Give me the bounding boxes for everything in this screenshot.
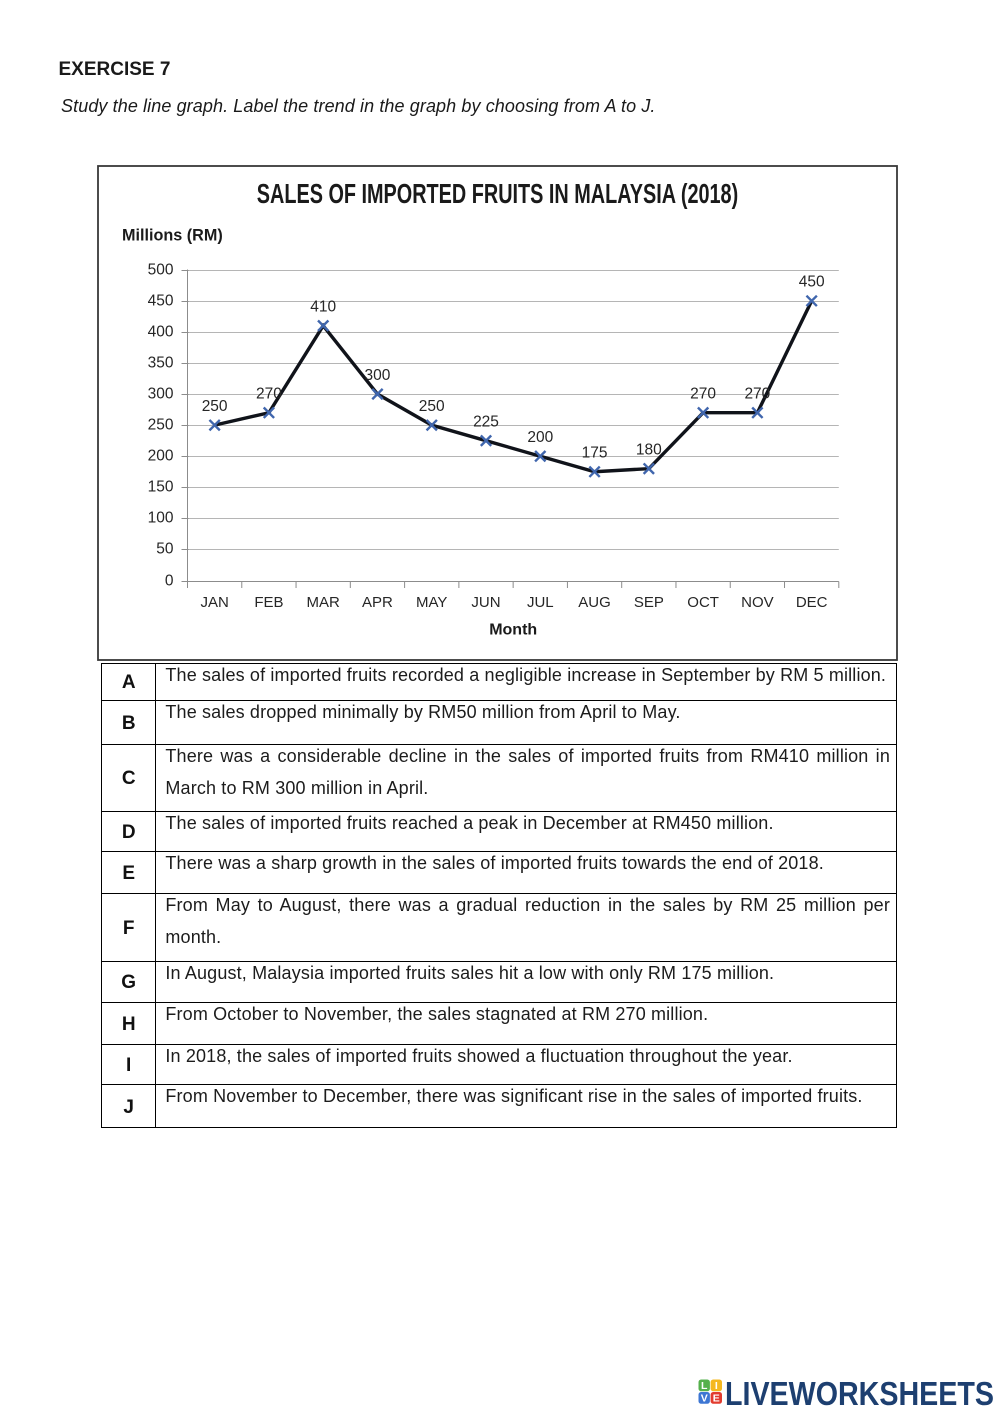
svg-text:300: 300 — [365, 367, 391, 384]
svg-text:350: 350 — [148, 355, 174, 372]
svg-text:MAY: MAY — [416, 594, 447, 611]
svg-text:FEB: FEB — [254, 594, 283, 611]
svg-text:180: 180 — [636, 441, 662, 458]
svg-text:AUG: AUG — [578, 594, 611, 611]
svg-text:100: 100 — [148, 510, 174, 527]
svg-text:200: 200 — [527, 429, 553, 446]
svg-text:OCT: OCT — [687, 594, 719, 611]
svg-text:JAN: JAN — [200, 594, 228, 611]
svg-text:150: 150 — [148, 479, 174, 496]
svg-text:270: 270 — [744, 385, 770, 402]
svg-text:400: 400 — [148, 324, 174, 341]
svg-text:E: E — [712, 1392, 719, 1404]
svg-text:250: 250 — [202, 398, 228, 415]
svg-text:SEP: SEP — [634, 594, 664, 611]
svg-text:0: 0 — [165, 573, 174, 590]
svg-text:270: 270 — [256, 385, 282, 402]
svg-text:I: I — [714, 1380, 717, 1392]
svg-text:225: 225 — [473, 413, 499, 430]
svg-text:MAR: MAR — [307, 594, 341, 611]
svg-text:500: 500 — [148, 262, 174, 279]
svg-text:250: 250 — [148, 417, 174, 434]
svg-text:L: L — [700, 1380, 707, 1392]
svg-text:JUL: JUL — [527, 594, 554, 611]
svg-text:JUN: JUN — [471, 594, 500, 611]
svg-text:SALES OF IMPORTED FRUITS IN MA: SALES OF IMPORTED FRUITS IN MALAYSIA (20… — [257, 179, 738, 210]
svg-text:Millions (RM): Millions (RM) — [122, 227, 223, 245]
svg-text:270: 270 — [690, 385, 716, 402]
svg-text:250: 250 — [419, 398, 445, 415]
svg-text:DEC: DEC — [796, 594, 828, 611]
svg-text:V: V — [700, 1392, 707, 1404]
svg-text:200: 200 — [148, 448, 174, 465]
svg-text:300: 300 — [148, 386, 174, 403]
svg-text:410: 410 — [310, 298, 336, 315]
svg-text:175: 175 — [582, 444, 608, 461]
svg-text:APR: APR — [362, 594, 393, 611]
svg-text:Month: Month — [489, 622, 537, 639]
svg-text:450: 450 — [148, 293, 174, 310]
svg-text:NOV: NOV — [741, 594, 774, 611]
svg-text:50: 50 — [156, 541, 174, 558]
svg-text:450: 450 — [799, 274, 825, 291]
